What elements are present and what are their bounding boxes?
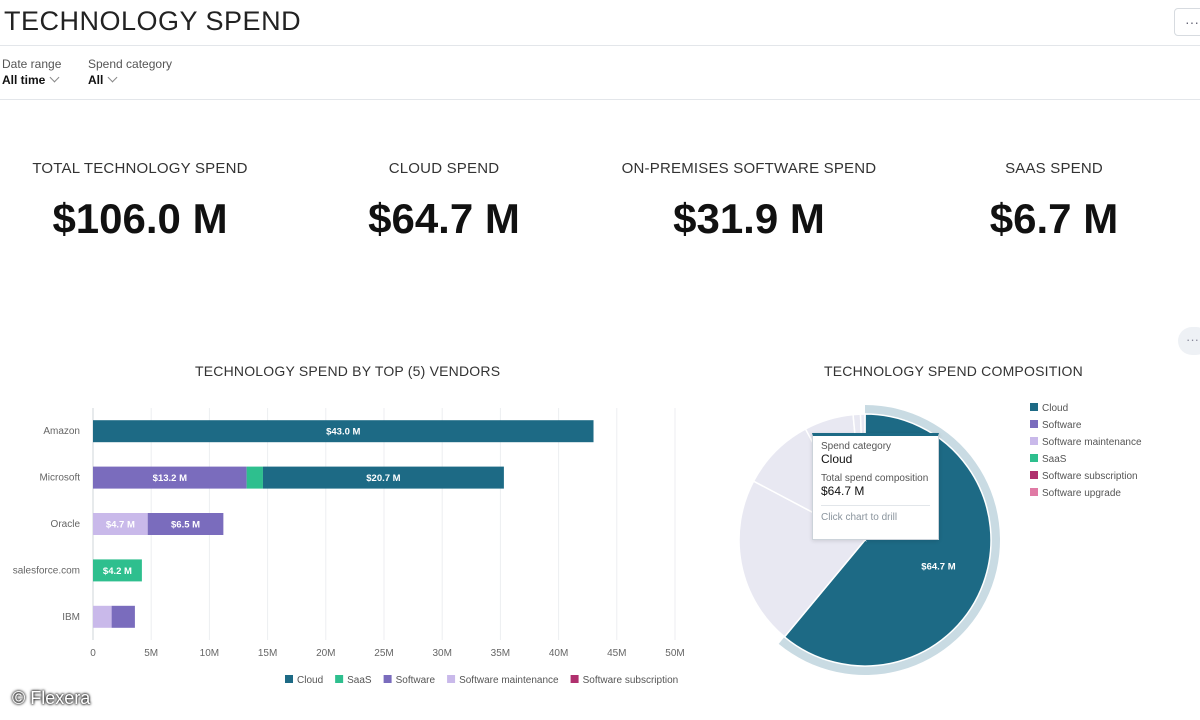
- x-tick-label: 25M: [374, 648, 393, 659]
- x-tick-label: 0: [90, 648, 96, 659]
- title-bar: TECHNOLOGY SPEND ···: [0, 0, 1200, 46]
- y-tick-label: Oracle: [51, 519, 81, 530]
- kpi-value: $6.7 M: [989, 195, 1119, 242]
- bar-data-label: $20.7 M: [366, 473, 400, 484]
- tooltip-hint: Click chart to drill: [821, 512, 898, 523]
- legend-swatch: [1030, 488, 1038, 496]
- y-tick-label: Amazon: [43, 426, 80, 437]
- legend-swatch: [335, 675, 344, 683]
- x-tick-label: 40M: [549, 648, 568, 659]
- page-title: TECHNOLOGY SPEND: [4, 6, 302, 36]
- legend-swatch: [1030, 454, 1038, 462]
- filter-bar: Date range All time Spend category All: [0, 46, 1200, 100]
- legend-label: SaaS: [347, 675, 372, 686]
- kpi-label: SAAS SPEND: [1005, 160, 1103, 177]
- legend-label: Cloud: [297, 675, 323, 686]
- kpi-value: $106.0 M: [52, 195, 228, 242]
- legend-swatch: [285, 675, 293, 683]
- legend-label: SaaS: [1042, 454, 1067, 465]
- x-tick-label: 35M: [491, 648, 510, 659]
- legend-swatch: [570, 675, 579, 683]
- legend-swatch: [1030, 403, 1038, 411]
- tooltip-metric-label: Total spend composition: [821, 473, 929, 484]
- date-range-value: All time: [2, 73, 46, 87]
- bar-data-label: $4.2 M: [103, 566, 132, 577]
- legend-label: Software subscription: [583, 675, 679, 686]
- legend-swatch: [383, 675, 392, 683]
- y-tick-label: Microsoft: [39, 473, 80, 484]
- legend-label: Software maintenance: [459, 675, 559, 686]
- date-range-filter[interactable]: Date range All time: [2, 57, 61, 87]
- bar-data-label: $6.5 M: [171, 520, 200, 531]
- bar-segment[interactable]: [93, 420, 594, 443]
- spend-category-value: All: [88, 73, 104, 87]
- x-tick-label: 15M: [258, 648, 277, 659]
- bar-segment[interactable]: [93, 513, 148, 535]
- kpi-total-spend[interactable]: TOTAL TECHNOLOGY SPEND $106.0 M: [0, 160, 290, 243]
- watermark: © Flexera: [12, 688, 91, 708]
- legend-label: Software: [1042, 420, 1082, 431]
- kpi-on-premises-spend[interactable]: ON-PREMISES SOFTWARE SPEND $31.9 M: [599, 160, 899, 243]
- x-tick-label: 45M: [607, 648, 626, 659]
- kpi-label: ON-PREMISES SOFTWARE SPEND: [621, 160, 877, 177]
- legend-swatch: [1030, 437, 1038, 445]
- bar-data-label: $4.7 M: [106, 520, 135, 531]
- y-tick-label: salesforce.com: [13, 565, 80, 576]
- side-menu-button[interactable]: ···: [1178, 327, 1200, 355]
- spend-category-filter[interactable]: Spend category All: [88, 57, 172, 87]
- bar-data-label: $13.2 M: [153, 473, 187, 484]
- kpi-label: TOTAL TECHNOLOGY SPEND: [32, 160, 248, 177]
- x-tick-label: 50M: [665, 648, 684, 659]
- tooltip-category-label: Spend category: [821, 441, 892, 452]
- legend-swatch: [1030, 420, 1038, 428]
- bar-segment[interactable]: [246, 466, 263, 489]
- more-options-button[interactable]: ···: [1174, 8, 1200, 36]
- kpi-cloud-spend[interactable]: CLOUD SPEND $64.7 M: [294, 160, 594, 243]
- x-tick-label: 10M: [200, 648, 219, 659]
- x-tick-label: 5M: [144, 648, 158, 659]
- bar-segment[interactable]: [93, 559, 142, 582]
- bar-segment[interactable]: [93, 466, 247, 489]
- kpi-label: CLOUD SPEND: [388, 160, 500, 177]
- pie-slice[interactable]: [738, 480, 867, 638]
- date-range-label: Date range: [2, 57, 62, 71]
- bar-segment[interactable]: [93, 605, 112, 628]
- x-tick-label: 20M: [316, 648, 335, 659]
- legend-label: Software upgrade: [1042, 488, 1121, 499]
- bar-segment[interactable]: [262, 466, 504, 489]
- kpi-saas-spend[interactable]: SAAS SPEND $6.7 M: [904, 160, 1200, 243]
- legend-swatch: [1030, 471, 1038, 479]
- tooltip-metric-value: $64.7 M: [821, 484, 865, 498]
- legend-label: Software subscription: [1042, 471, 1138, 482]
- x-tick-label: 30M: [432, 648, 451, 659]
- bar-chart-title: TECHNOLOGY SPEND BY TOP (5) VENDORS: [195, 363, 501, 379]
- legend-label: Software: [396, 675, 436, 686]
- bar-segment[interactable]: [147, 513, 224, 535]
- legend-swatch: [447, 675, 456, 683]
- kpi-value: $31.9 M: [673, 195, 825, 242]
- legend-label: Cloud: [1042, 403, 1068, 414]
- tooltip-category-value: Cloud: [821, 452, 853, 466]
- bar-segment[interactable]: [111, 605, 135, 628]
- pie-chart-title: TECHNOLOGY SPEND COMPOSITION: [824, 363, 1083, 379]
- spend-category-label: Spend category: [88, 57, 173, 71]
- pie-data-label: $64.7 M: [921, 562, 955, 573]
- y-tick-label: IBM: [62, 612, 80, 623]
- legend-label: Software maintenance: [1042, 437, 1142, 448]
- pie-tooltip: Spend category Cloud Total spend composi…: [812, 433, 939, 540]
- bar-data-label: $43.0 M: [326, 427, 360, 438]
- kpi-value: $64.7 M: [368, 195, 520, 242]
